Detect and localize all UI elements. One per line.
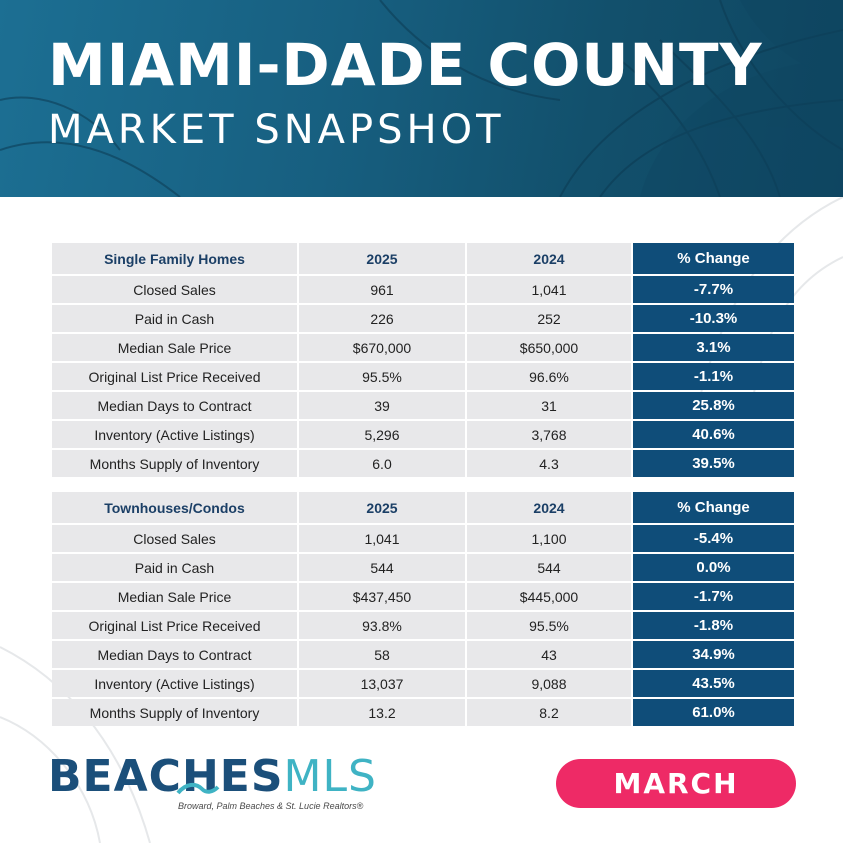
header-banner: MIAMI-DADE COUNTY MARKET SNAPSHOT [0,0,843,197]
percent-change: -1.8% [633,612,794,639]
percent-change: 39.5% [633,450,794,477]
value-2024: 95.5% [467,612,631,639]
value-2025: 544 [299,554,465,581]
row-label: Original List Price Received [52,363,297,390]
table-row: Median Sale Price $437,450 $445,000 -1.7… [52,583,794,610]
value-2024: $650,000 [467,334,631,361]
table-row: Inventory (Active Listings) 5,296 3,768 … [52,421,794,448]
table-header-row: Single Family Homes 2025 2024 % Change [52,243,794,274]
value-2024: 544 [467,554,631,581]
column-header-category: Townhouses/Condos [52,492,297,523]
value-2025: 13.2 [299,699,465,726]
value-2025: $670,000 [299,334,465,361]
row-label: Inventory (Active Listings) [52,421,297,448]
table-row: Months Supply of Inventory 13.2 8.2 61.0… [52,699,794,726]
value-2024: 43 [467,641,631,668]
logo-mls-text: MLS [283,751,377,802]
row-label: Months Supply of Inventory [52,450,297,477]
value-2024: 1,100 [467,525,631,552]
column-header-category: Single Family Homes [52,243,297,274]
table-row: Closed Sales 1,041 1,100 -5.4% [52,525,794,552]
value-2024: $445,000 [467,583,631,610]
column-header-change: % Change [633,243,794,274]
value-2025: 13,037 [299,670,465,697]
value-2025: 226 [299,305,465,332]
table-row: Paid in Cash 226 252 -10.3% [52,305,794,332]
percent-change: -5.4% [633,525,794,552]
palm-leaf-decoration [0,0,843,197]
percent-change: -1.1% [633,363,794,390]
table-row: Median Sale Price $670,000 $650,000 3.1% [52,334,794,361]
value-2025: 95.5% [299,363,465,390]
column-header-2025: 2025 [299,243,465,274]
table-row: Original List Price Received 93.8% 95.5%… [52,612,794,639]
value-2024: 252 [467,305,631,332]
percent-change: 25.8% [633,392,794,419]
percent-change: -1.7% [633,583,794,610]
percent-change: 40.6% [633,421,794,448]
wave-icon [176,782,220,795]
percent-change: 0.0% [633,554,794,581]
value-2024: 31 [467,392,631,419]
row-label: Closed Sales [52,276,297,303]
row-label: Inventory (Active Listings) [52,670,297,697]
row-label: Months Supply of Inventory [52,699,297,726]
table-header-row: Townhouses/Condos 2025 2024 % Change [52,492,794,523]
value-2025: 6.0 [299,450,465,477]
beaches-mls-logo: BEACHESMLS Broward, Palm Beaches & St. L… [48,755,378,815]
percent-change: 34.9% [633,641,794,668]
column-header-2024: 2024 [467,243,631,274]
logo-main-text: BEACHES [48,751,284,802]
value-2025: 1,041 [299,525,465,552]
value-2025: 5,296 [299,421,465,448]
value-2025: 58 [299,641,465,668]
single-family-table: Single Family Homes 2025 2024 % Change C… [50,241,796,479]
percent-change: -7.7% [633,276,794,303]
month-badge: MARCH [556,759,796,808]
value-2024: 8.2 [467,699,631,726]
page-title: MIAMI-DADE COUNTY [48,31,763,99]
value-2024: 3,768 [467,421,631,448]
column-header-2025: 2025 [299,492,465,523]
row-label: Median Days to Contract [52,392,297,419]
table-row: Paid in Cash 544 544 0.0% [52,554,794,581]
table-row: Inventory (Active Listings) 13,037 9,088… [52,670,794,697]
value-2024: 96.6% [467,363,631,390]
row-label: Paid in Cash [52,305,297,332]
percent-change: -10.3% [633,305,794,332]
table-row: Median Days to Contract 39 31 25.8% [52,392,794,419]
value-2025: $437,450 [299,583,465,610]
table-row: Original List Price Received 95.5% 96.6%… [52,363,794,390]
table-row: Months Supply of Inventory 6.0 4.3 39.5% [52,450,794,477]
percent-change: 43.5% [633,670,794,697]
value-2025: 93.8% [299,612,465,639]
value-2024: 4.3 [467,450,631,477]
value-2025: 961 [299,276,465,303]
row-label: Closed Sales [52,525,297,552]
row-label: Paid in Cash [52,554,297,581]
row-label: Median Sale Price [52,583,297,610]
row-label: Median Sale Price [52,334,297,361]
row-label: Median Days to Contract [52,641,297,668]
townhouse-condo-table: Townhouses/Condos 2025 2024 % Change Clo… [50,490,796,728]
percent-change: 61.0% [633,699,794,726]
column-header-change: % Change [633,492,794,523]
percent-change: 3.1% [633,334,794,361]
row-label: Original List Price Received [52,612,297,639]
table-row: Median Days to Contract 58 43 34.9% [52,641,794,668]
logo-tagline: Broward, Palm Beaches & St. Lucie Realto… [178,801,364,811]
value-2025: 39 [299,392,465,419]
page-subtitle: MARKET SNAPSHOT [48,107,505,153]
value-2024: 9,088 [467,670,631,697]
column-header-2024: 2024 [467,492,631,523]
logo-wordmark: BEACHESMLS [48,755,377,799]
value-2024: 1,041 [467,276,631,303]
table-row: Closed Sales 961 1,041 -7.7% [52,276,794,303]
